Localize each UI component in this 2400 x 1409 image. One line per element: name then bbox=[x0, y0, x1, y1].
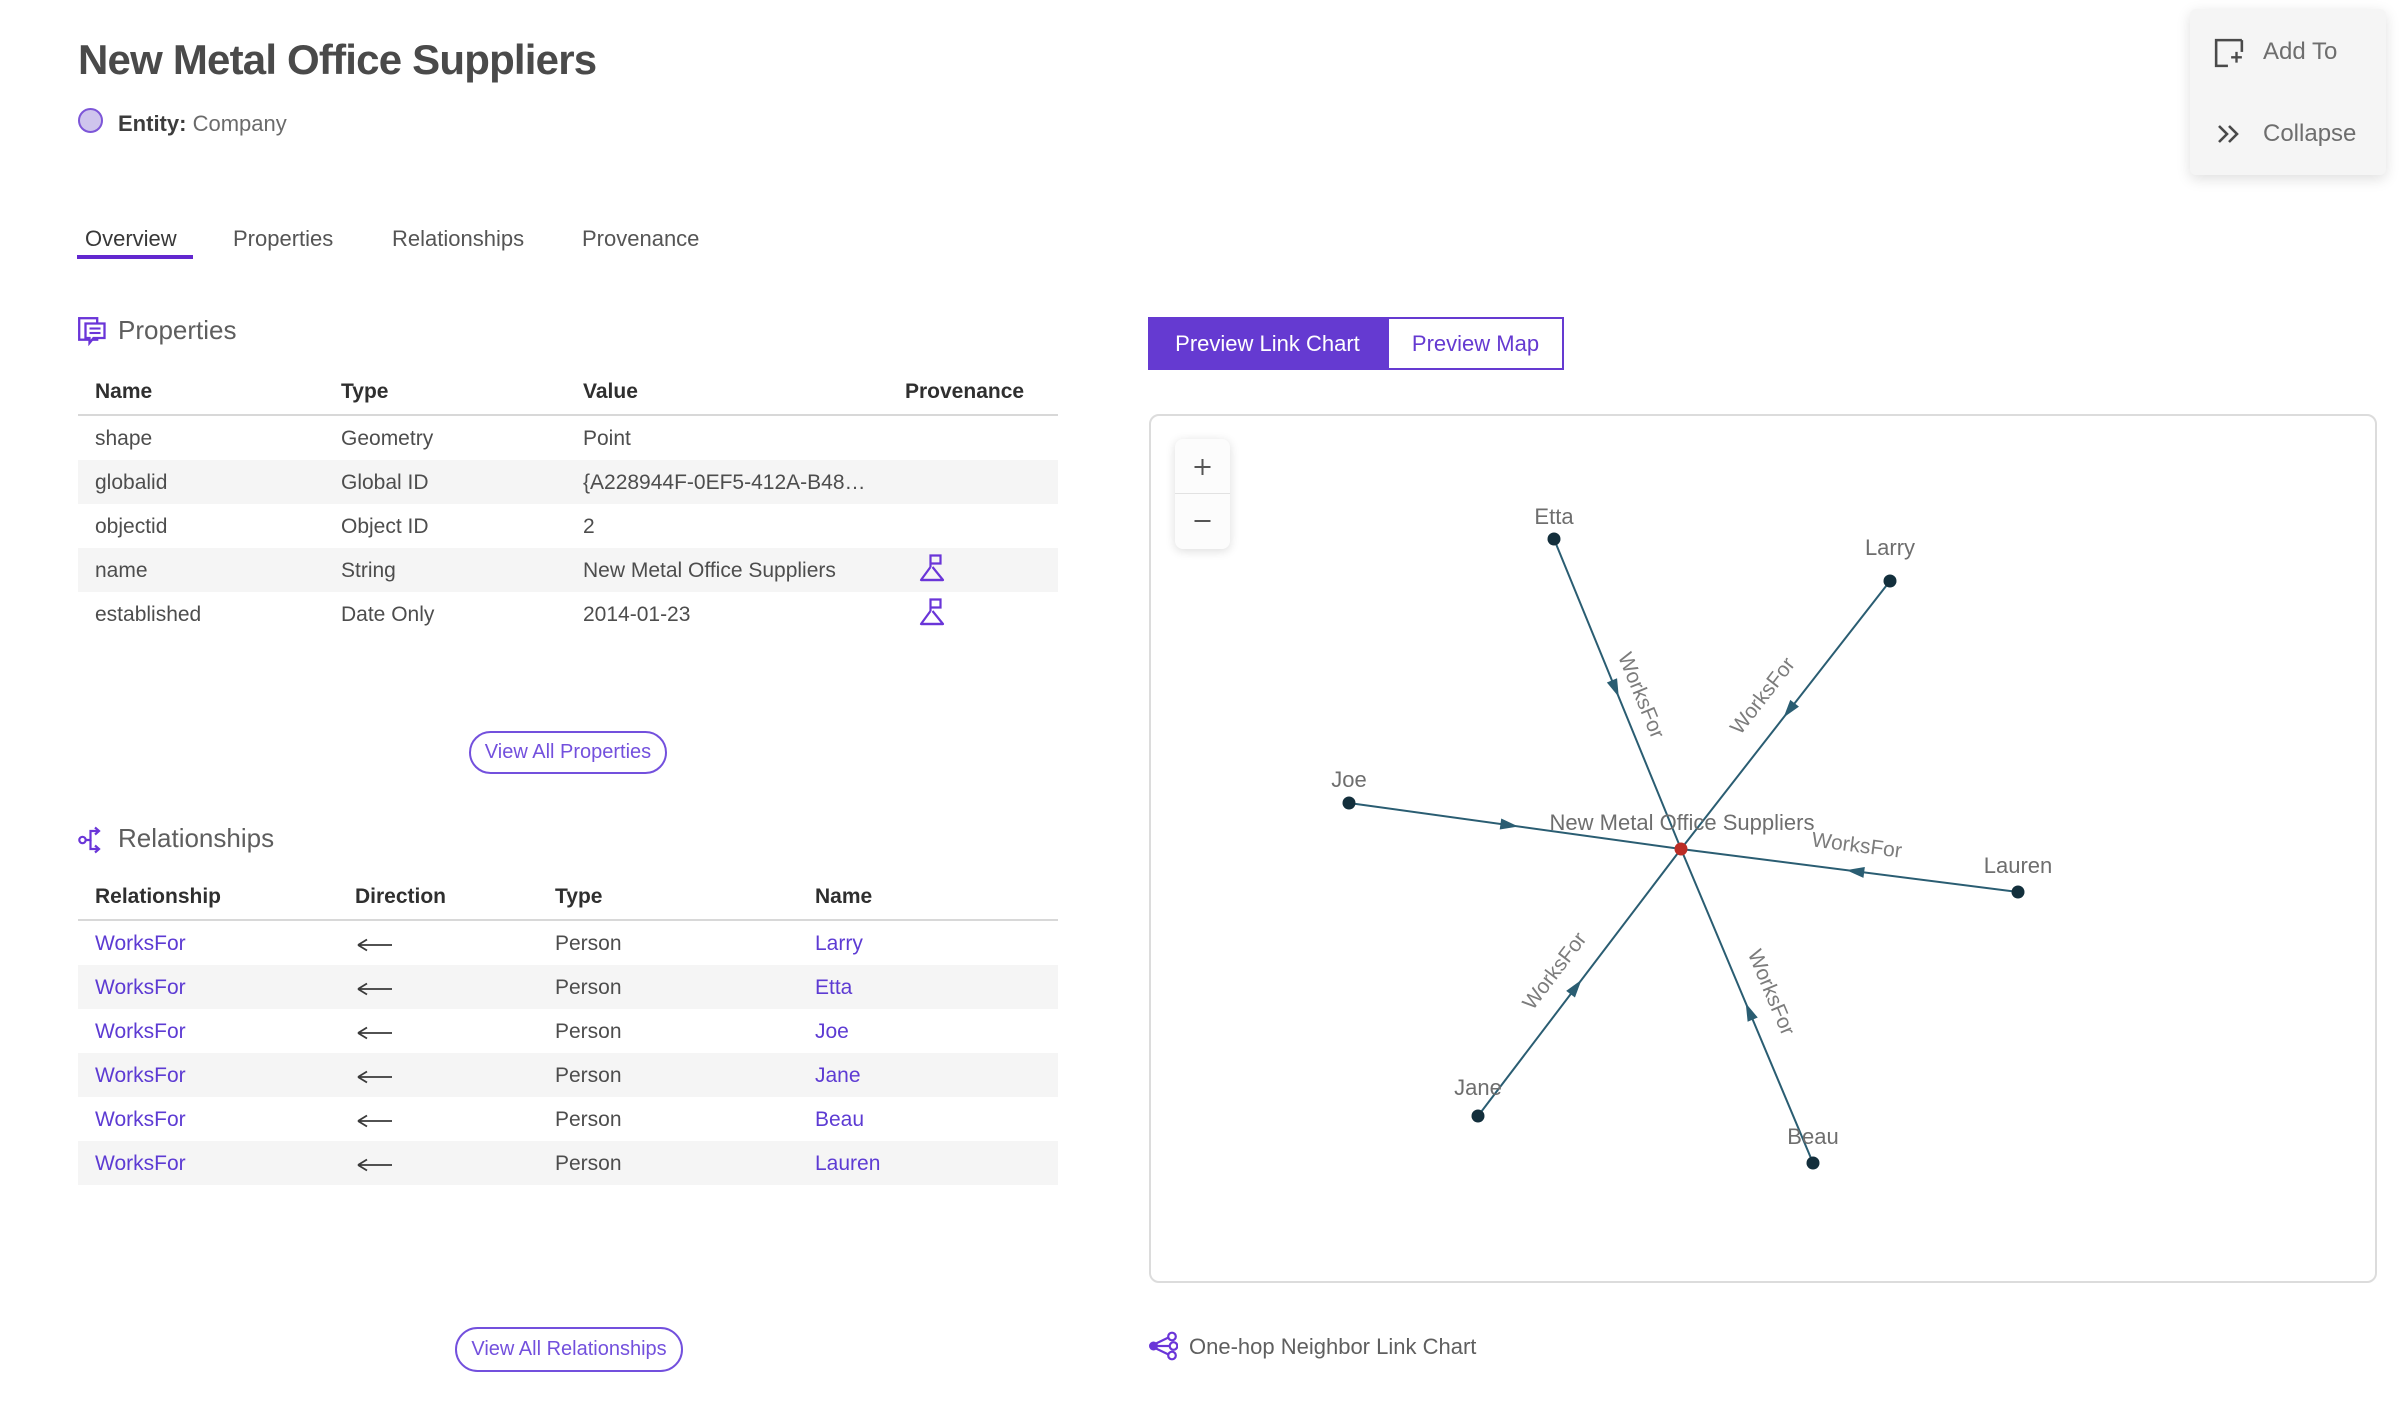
svg-text:Lauren: Lauren bbox=[1984, 853, 2053, 878]
svg-text:WorksFor: WorksFor bbox=[1518, 928, 1591, 1014]
svg-text:Etta: Etta bbox=[1534, 504, 1574, 529]
svg-text:WorksFor: WorksFor bbox=[1743, 946, 1799, 1038]
svg-text:Larry: Larry bbox=[1865, 535, 1915, 560]
svg-text:Joe: Joe bbox=[1331, 767, 1366, 792]
svg-text:WorksFor: WorksFor bbox=[1613, 649, 1669, 742]
svg-text:WorksFor: WorksFor bbox=[1810, 828, 1903, 862]
svg-text:New Metal Office Suppliers: New Metal Office Suppliers bbox=[1550, 810, 1815, 835]
svg-text:WorksFor: WorksFor bbox=[1726, 653, 1800, 739]
svg-text:Beau: Beau bbox=[1787, 1124, 1838, 1149]
svg-text:Jane: Jane bbox=[1454, 1075, 1502, 1100]
